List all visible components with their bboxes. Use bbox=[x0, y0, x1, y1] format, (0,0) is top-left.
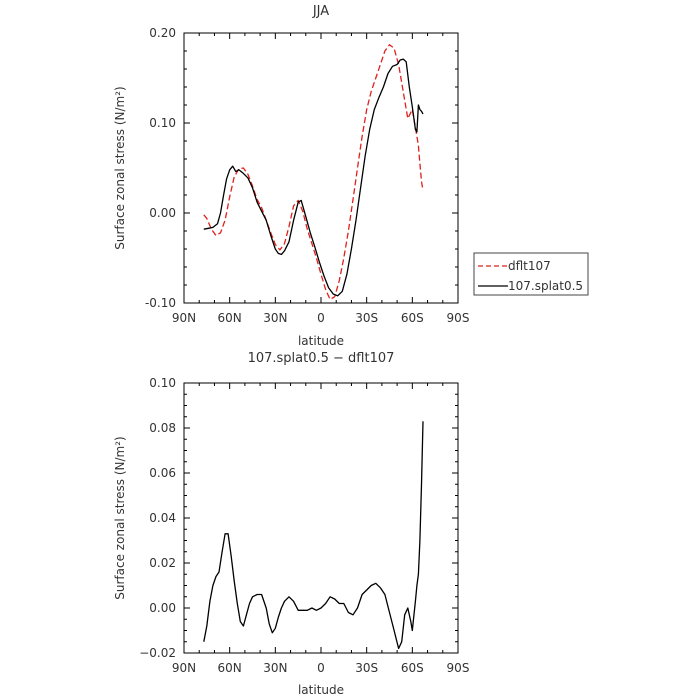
top-legend: dflt107 107.splat0.5 bbox=[473, 252, 589, 296]
top-series-line-107-splat0-5 bbox=[203, 58, 424, 297]
top-x-tick-label: 0 bbox=[317, 311, 325, 325]
top-y-tick-label: 0.00 bbox=[149, 206, 176, 220]
top-plot-frame bbox=[183, 32, 459, 304]
top-series-line-dflt107 bbox=[203, 44, 424, 301]
top-y-axis-label: Surface zonal stress (N/m²) bbox=[113, 86, 127, 250]
top-x-tick-label: 60N bbox=[218, 311, 242, 325]
bottom-panel: 107.splat0.5 − dflt107 90N 60N 30N 0 30S 60S 9… bbox=[113, 351, 469, 697]
top-x-tick-label: 60S bbox=[401, 311, 424, 325]
bottom-x-axis-label: latitude bbox=[298, 683, 344, 697]
bottom-x-tick-label: 30N bbox=[263, 661, 287, 675]
bottom-y-tick-label: 0.06 bbox=[149, 466, 176, 480]
top-x-tick-label: 90S bbox=[447, 311, 470, 325]
top-y-tick-label: -0.10 bbox=[145, 296, 176, 310]
top-panel: JJA 90N 60N 30N 0 30S 60S 90S -0.10 0.00 0.10 0.20… bbox=[113, 4, 589, 348]
bottom-y-tick-label: 0.10 bbox=[149, 376, 176, 390]
top-y-tick-label: 0.10 bbox=[149, 116, 176, 130]
top-x-tick-label: 30S bbox=[355, 311, 378, 325]
bottom-x-tick-label: 60N bbox=[218, 661, 242, 675]
top-chart-title: JJA bbox=[312, 4, 329, 19]
legend-box bbox=[473, 252, 589, 296]
bottom-x-tick-label: 90S bbox=[447, 661, 470, 675]
top-axes: 90N 60N 30N 0 30S 60S 90S -0.10 0.00 0.10 0.20 bbox=[145, 26, 470, 325]
bottom-y-axis-label: Surface zonal stress (N/m²) bbox=[113, 436, 127, 600]
bottom-series-line-difference bbox=[203, 421, 424, 650]
bottom-x-tick-label: 0 bbox=[317, 661, 325, 675]
top-y-tick-label: 0.20 bbox=[149, 26, 176, 40]
bottom-x-tick-label: 90N bbox=[172, 661, 196, 675]
bottom-y-tick-label: 0.04 bbox=[149, 511, 176, 525]
bottom-x-tick-label: 60S bbox=[401, 661, 424, 675]
top-series-group bbox=[203, 44, 424, 301]
bottom-y-tick-label: −0.02 bbox=[139, 646, 176, 660]
top-x-axis-label: latitude bbox=[298, 334, 344, 348]
top-x-tick-label: 30N bbox=[263, 311, 287, 325]
bottom-y-tick-label: 0.00 bbox=[149, 601, 176, 615]
bottom-series-group bbox=[203, 421, 424, 650]
bottom-chart-title: 107.splat0.5 − dflt107 bbox=[248, 351, 395, 366]
bottom-x-tick-label: 30S bbox=[355, 661, 378, 675]
top-x-tick-label: 90N bbox=[172, 311, 196, 325]
bottom-y-tick-label: 0.02 bbox=[149, 556, 176, 570]
bottom-axes: 90N 60N 30N 0 30S 60S 90S −0.02 0.00 0.02 0.04 0.06… bbox=[139, 376, 469, 675]
legend-label-splat: 107.splat0.5 bbox=[508, 279, 583, 293]
bottom-y-tick-label: 0.08 bbox=[149, 421, 176, 435]
bottom-plot-frame bbox=[183, 382, 459, 654]
legend-label-dflt107: dflt107 bbox=[508, 259, 551, 273]
